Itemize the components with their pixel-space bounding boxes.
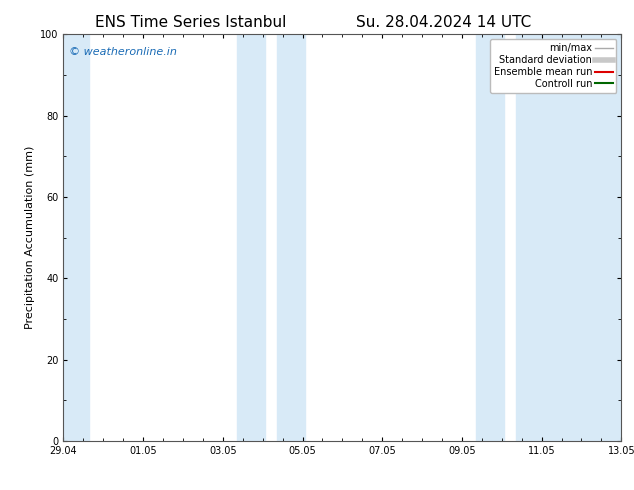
Text: © weatheronline.in: © weatheronline.in	[69, 47, 177, 56]
Bar	[236, 34, 264, 441]
Bar	[476, 34, 504, 441]
Legend: min/max, Standard deviation, Ensemble mean run, Controll run: min/max, Standard deviation, Ensemble me…	[489, 39, 616, 93]
Bar	[61, 34, 89, 441]
Text: ENS Time Series Istanbul: ENS Time Series Istanbul	[94, 15, 286, 30]
Text: Su. 28.04.2024 14 UTC: Su. 28.04.2024 14 UTC	[356, 15, 531, 30]
Bar	[515, 34, 623, 441]
Bar	[276, 34, 304, 441]
Y-axis label: Precipitation Accumulation (mm): Precipitation Accumulation (mm)	[25, 146, 35, 329]
